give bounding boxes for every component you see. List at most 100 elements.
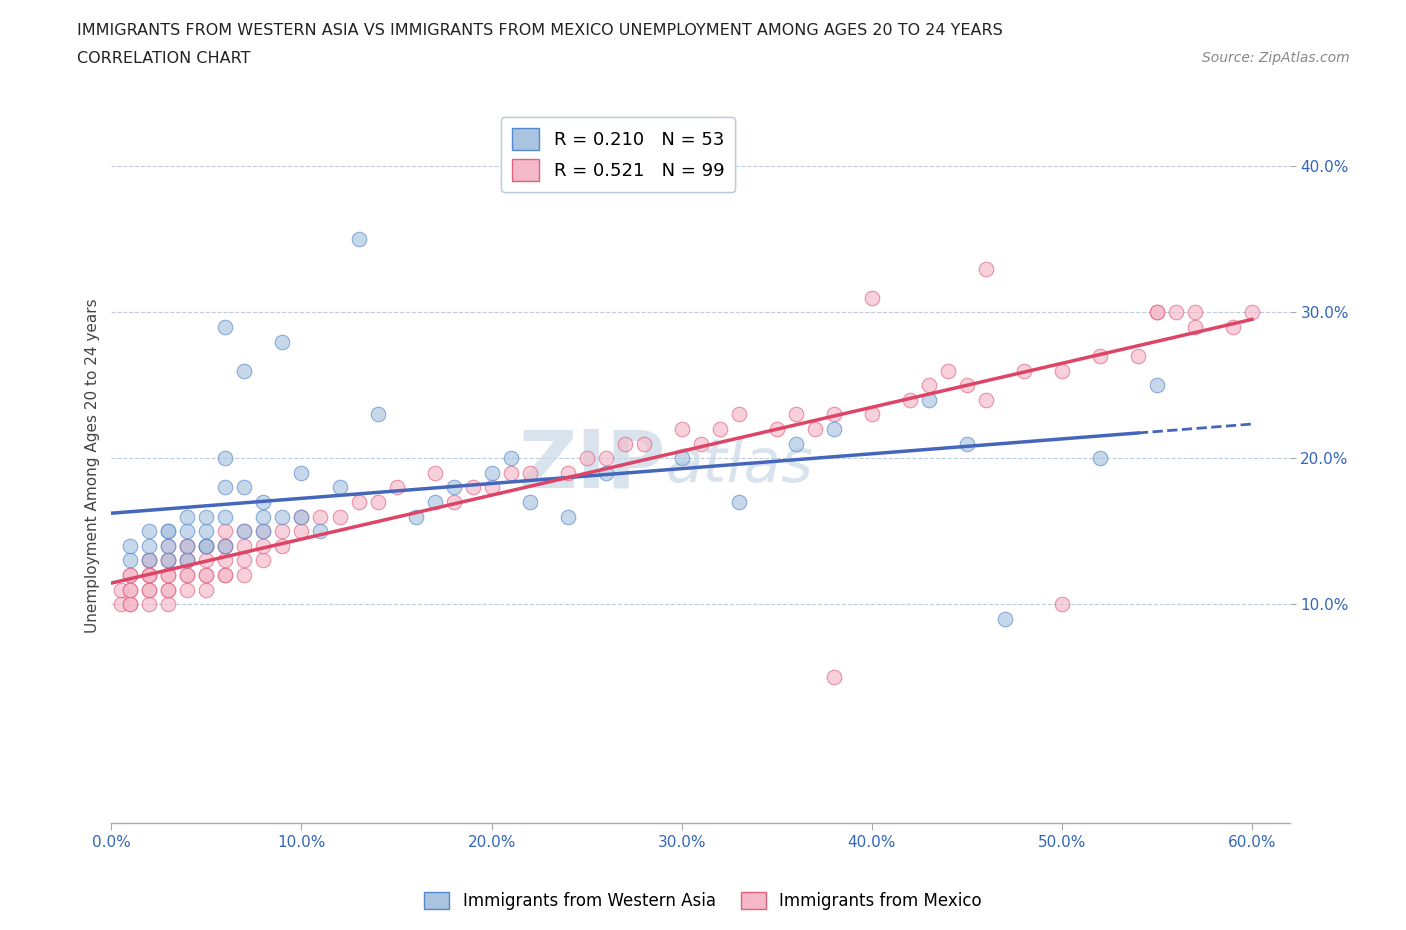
Point [823,421,845,436]
Point [195,567,218,582]
Point [157,538,180,553]
Point [613,436,636,451]
Point [727,407,749,422]
Point [994,611,1017,626]
Point [481,480,503,495]
Point [120,597,142,612]
Point [671,451,693,466]
Point [1184,320,1206,335]
Point [157,567,180,582]
Point [195,567,218,582]
Point [138,597,160,612]
Point [120,582,142,597]
Point [138,553,160,568]
Point [157,553,180,568]
Text: IMMIGRANTS FROM WESTERN ASIA VS IMMIGRANTS FROM MEXICO UNEMPLOYMENT AMONG AGES 2: IMMIGRANTS FROM WESTERN ASIA VS IMMIGRAN… [77,23,1002,38]
Point [271,538,294,553]
Legend: R = 0.210   N = 53, R = 0.521   N = 99: R = 0.210 N = 53, R = 0.521 N = 99 [502,117,735,192]
Point [195,524,218,538]
Point [1146,378,1168,392]
Point [956,378,979,392]
Point [195,510,218,525]
Point [709,421,731,436]
Point [195,538,218,553]
Point [176,538,198,553]
Point [214,451,236,466]
Point [1126,349,1149,364]
Point [1088,451,1111,466]
Point [1184,305,1206,320]
Point [1050,597,1073,612]
Point [233,480,256,495]
Point [176,524,198,538]
Point [195,538,218,553]
Point [367,407,389,422]
Point [138,567,160,582]
Point [138,553,160,568]
Point [195,582,218,597]
Point [765,421,787,436]
Point [157,553,180,568]
Point [214,553,236,568]
Point [138,582,160,597]
Point [290,510,312,525]
Point [328,510,350,525]
Point [252,495,274,510]
Point [481,465,503,480]
Point [195,553,218,568]
Point [120,597,142,612]
Point [823,670,845,684]
Point [138,553,160,568]
Point [214,510,236,525]
Point [974,261,997,276]
Point [252,524,274,538]
Point [689,436,711,451]
Point [974,392,997,407]
Point [176,553,198,568]
Point [110,597,132,612]
Point [176,538,198,553]
Point [860,407,883,422]
Point [214,567,236,582]
Point [214,538,236,553]
Point [557,465,579,480]
Point [519,465,541,480]
Point [252,553,274,568]
Point [176,567,198,582]
Text: Source: ZipAtlas.com: Source: ZipAtlas.com [1202,51,1350,65]
Point [120,567,142,582]
Point [157,567,180,582]
Point [157,524,180,538]
Point [233,364,256,379]
Point [233,524,256,538]
Point [785,436,807,451]
Point [328,480,350,495]
Point [214,524,236,538]
Point [309,510,332,525]
Point [898,392,921,407]
Point [1146,305,1168,320]
Point [176,553,198,568]
Point [803,421,825,436]
Point [157,538,180,553]
Point [367,495,389,510]
Point [214,538,236,553]
Point [157,582,180,597]
Point [385,480,408,495]
Point [157,582,180,597]
Point [138,582,160,597]
Text: atlas: atlas [665,436,813,495]
Point [860,290,883,305]
Point [157,553,180,568]
Point [499,465,522,480]
Point [176,582,198,597]
Point [120,538,142,553]
Point [214,567,236,582]
Point [443,480,465,495]
Point [918,378,941,392]
Point [918,392,941,407]
Point [823,407,845,422]
Point [176,567,198,582]
Point [233,524,256,538]
Point [309,524,332,538]
